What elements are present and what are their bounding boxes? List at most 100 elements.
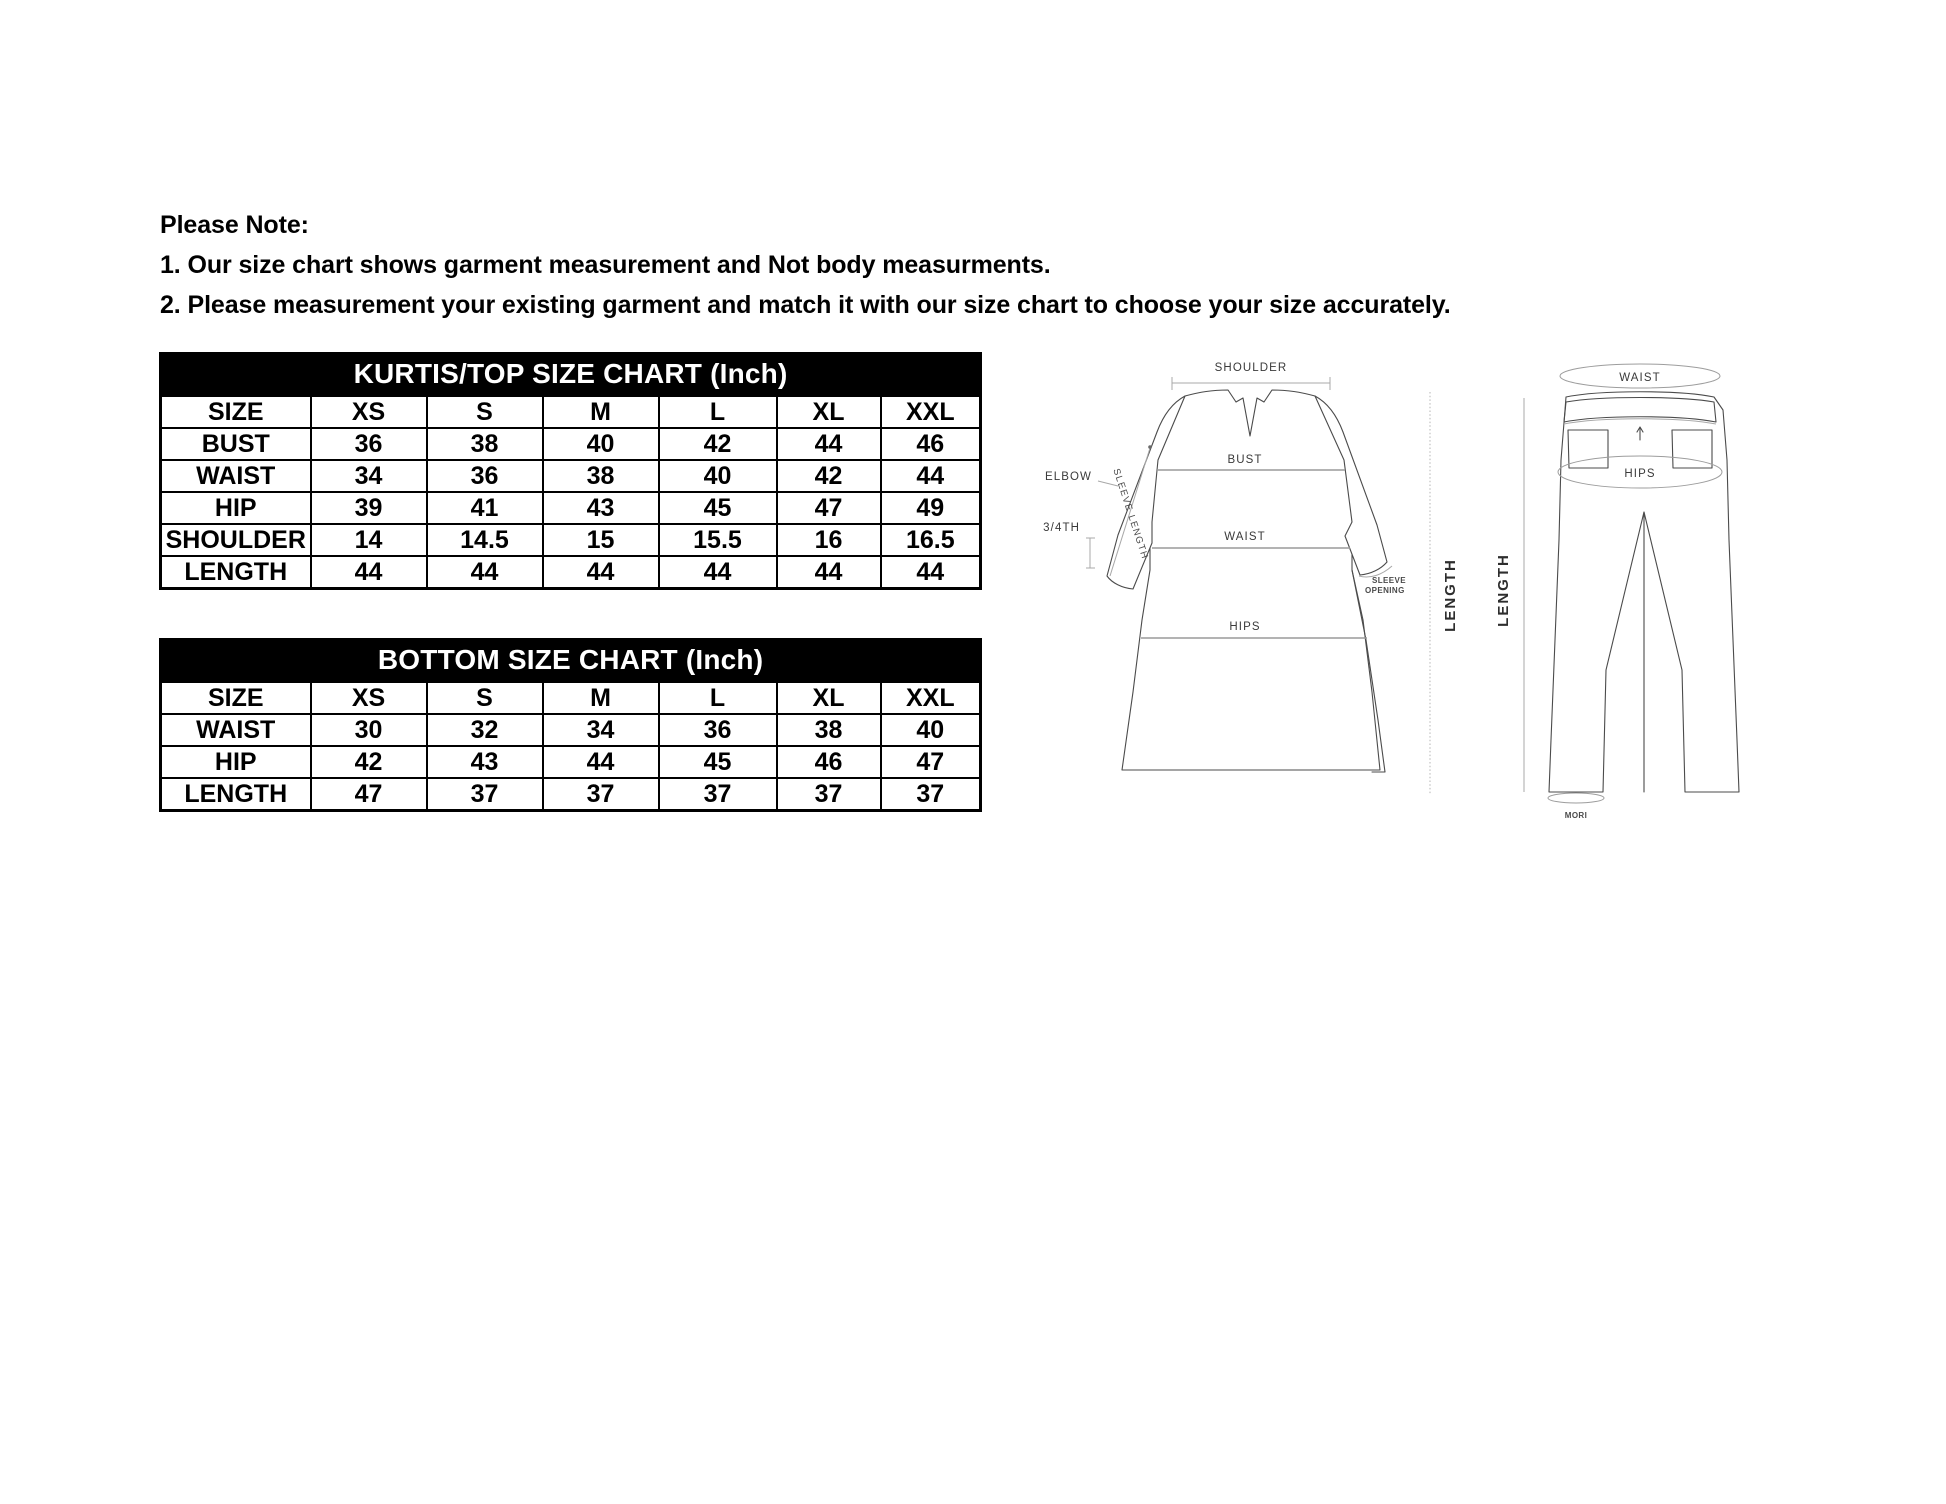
cell-waist-xl: 38 <box>775 713 882 747</box>
shoulder-dimension-bracket <box>1171 377 1331 390</box>
row-label-waist: WAIST <box>159 459 312 493</box>
cell-shoulder-xs: 14 <box>309 523 428 557</box>
kurti-hips-label: HIPS <box>1229 621 1260 633</box>
column-header-m: M <box>541 395 660 429</box>
table-row: BUST 36 38 40 42 44 46 <box>159 427 982 461</box>
kurtis-top-table: KURTIS/TOP SIZE CHART (Inch) SIZE XS S M… <box>159 352 983 590</box>
cell-waist-s: 32 <box>425 713 544 747</box>
column-header-size: SIZE <box>159 681 312 715</box>
cell-bust-l: 42 <box>657 427 778 461</box>
cell-hip-s: 41 <box>425 491 544 525</box>
cell-length-l: 44 <box>657 555 778 590</box>
cell-bust-xl: 44 <box>775 427 882 461</box>
cell-hip-l: 45 <box>657 745 778 779</box>
cell-bust-s: 38 <box>425 427 544 461</box>
cell-waist-xl: 42 <box>775 459 882 493</box>
cell-waist-m: 38 <box>541 459 660 493</box>
table-header-row: SIZE XS S M L XL XXL <box>159 395 982 429</box>
kurtis-top-size-chart: KURTIS/TOP SIZE CHART (Inch) SIZE XS S M… <box>159 352 983 590</box>
table-row: HIP 42 43 44 45 46 47 <box>159 745 982 779</box>
column-header-l: L <box>657 681 778 715</box>
bottom-pant-diagram: WAIST HIPS MORI LENGTH <box>1495 363 1740 820</box>
pant-mori-ellipse <box>1547 792 1605 804</box>
table-row: LENGTH 44 44 44 44 44 44 <box>159 555 982 590</box>
cell-shoulder-xxl: 16.5 <box>879 523 982 557</box>
table-title-row: KURTIS/TOP SIZE CHART (Inch) <box>160 353 981 396</box>
cell-hip-s: 43 <box>425 745 544 779</box>
bottom-table-title: BOTTOM SIZE CHART (Inch) <box>160 639 981 682</box>
cell-waist-xs: 34 <box>309 459 428 493</box>
three-quarter-marker <box>1086 537 1095 569</box>
column-header-size: SIZE <box>159 395 312 429</box>
cell-length-m: 37 <box>541 777 660 812</box>
kurtis-top-table-title: KURTIS/TOP SIZE CHART (Inch) <box>160 353 981 396</box>
kurti-elbow-label: ELBOW <box>1045 471 1092 483</box>
pant-mori-label: MORI <box>1565 811 1588 820</box>
kurti-top-diagram: SHOULDER SLEEVE LENGTH ELBOW <box>1043 362 1406 773</box>
column-header-l: L <box>657 395 778 429</box>
column-header-xl: XL <box>775 395 882 429</box>
cell-waist-xxl: 40 <box>879 713 982 747</box>
cell-waist-xs: 30 <box>309 713 428 747</box>
pant-hips-label: HIPS <box>1624 468 1655 480</box>
cell-waist-l: 36 <box>657 713 778 747</box>
pant-waistband-inner <box>1563 418 1717 425</box>
kurti-shoulder-label: SHOULDER <box>1215 362 1288 374</box>
cell-length-xl: 37 <box>775 777 882 812</box>
note-line-1: 1. Our size chart shows garment measurem… <box>160 251 1051 279</box>
kurti-body-outline <box>1121 389 1381 771</box>
pant-body-outline <box>1548 391 1740 793</box>
cell-hip-m: 43 <box>541 491 660 525</box>
cell-bust-xs: 36 <box>309 427 428 461</box>
row-label-length: LENGTH <box>159 555 312 590</box>
table-row: SHOULDER 14 14.5 15 15.5 16 16.5 <box>159 523 982 557</box>
cell-waist-xxl: 44 <box>879 459 982 493</box>
row-label-bust: BUST <box>159 427 312 461</box>
pant-fly-detail <box>1636 426 1644 441</box>
note-line-2: 2. Please measurement your existing garm… <box>160 291 1451 319</box>
pant-hips-ellipse <box>1557 455 1723 489</box>
table-header-row: SIZE XS S M L XL XXL <box>159 681 982 715</box>
row-label-hip: HIP <box>159 745 312 779</box>
row-label-shoulder: SHOULDER <box>159 523 312 557</box>
cell-hip-l: 45 <box>657 491 778 525</box>
kurti-sleeve-opening-curve <box>1358 565 1393 578</box>
elbow-marker <box>1097 480 1119 487</box>
kurti-side-slit <box>1351 569 1386 773</box>
pant-waist-label: WAIST <box>1619 372 1661 384</box>
kurti-bust-label: BUST <box>1227 454 1262 466</box>
column-header-m: M <box>541 681 660 715</box>
cell-shoulder-m: 15 <box>541 523 660 557</box>
cell-length-xs: 47 <box>309 777 428 812</box>
cell-shoulder-xl: 16 <box>775 523 882 557</box>
column-header-xs: XS <box>309 681 428 715</box>
cell-length-s: 37 <box>425 777 544 812</box>
cell-hip-xs: 42 <box>309 745 428 779</box>
column-header-xl: XL <box>775 681 882 715</box>
kurti-left-sleeve <box>1106 395 1186 590</box>
garment-measurement-diagrams: SHOULDER SLEEVE LENGTH ELBOW <box>1000 340 1830 860</box>
pant-left-pocket <box>1567 429 1609 469</box>
cell-length-xs: 44 <box>309 555 428 590</box>
kurti-waist-label: WAIST <box>1224 531 1266 543</box>
cell-length-s: 44 <box>425 555 544 590</box>
kurti-sleeve-opening-label-line1: SLEEVE <box>1372 576 1406 585</box>
bottom-size-chart: BOTTOM SIZE CHART (Inch) SIZE XS S M L X… <box>159 638 983 812</box>
note-heading: Please Note: <box>160 211 309 239</box>
cell-shoulder-l: 15.5 <box>657 523 778 557</box>
please-note-block: Please Note: 1. Our size chart shows gar… <box>160 205 1660 325</box>
table-row: HIP 39 41 43 45 47 49 <box>159 491 982 525</box>
cell-bust-xxl: 46 <box>879 427 982 461</box>
table-row: WAIST 34 36 38 40 42 44 <box>159 459 982 493</box>
kurti-three-quarter-label: 3/4TH <box>1043 522 1080 534</box>
cell-waist-s: 36 <box>425 459 544 493</box>
sleeve-length-arrow <box>1109 445 1152 577</box>
cell-hip-xxl: 47 <box>879 745 982 779</box>
cell-hip-xxl: 49 <box>879 491 982 525</box>
table-row: WAIST 30 32 34 36 38 40 <box>159 713 982 747</box>
cell-hip-m: 44 <box>541 745 660 779</box>
table-title-row: BOTTOM SIZE CHART (Inch) <box>160 639 981 682</box>
cell-length-xxl: 44 <box>879 555 982 590</box>
row-label-length: LENGTH <box>159 777 312 812</box>
pant-waistband <box>1563 396 1717 423</box>
